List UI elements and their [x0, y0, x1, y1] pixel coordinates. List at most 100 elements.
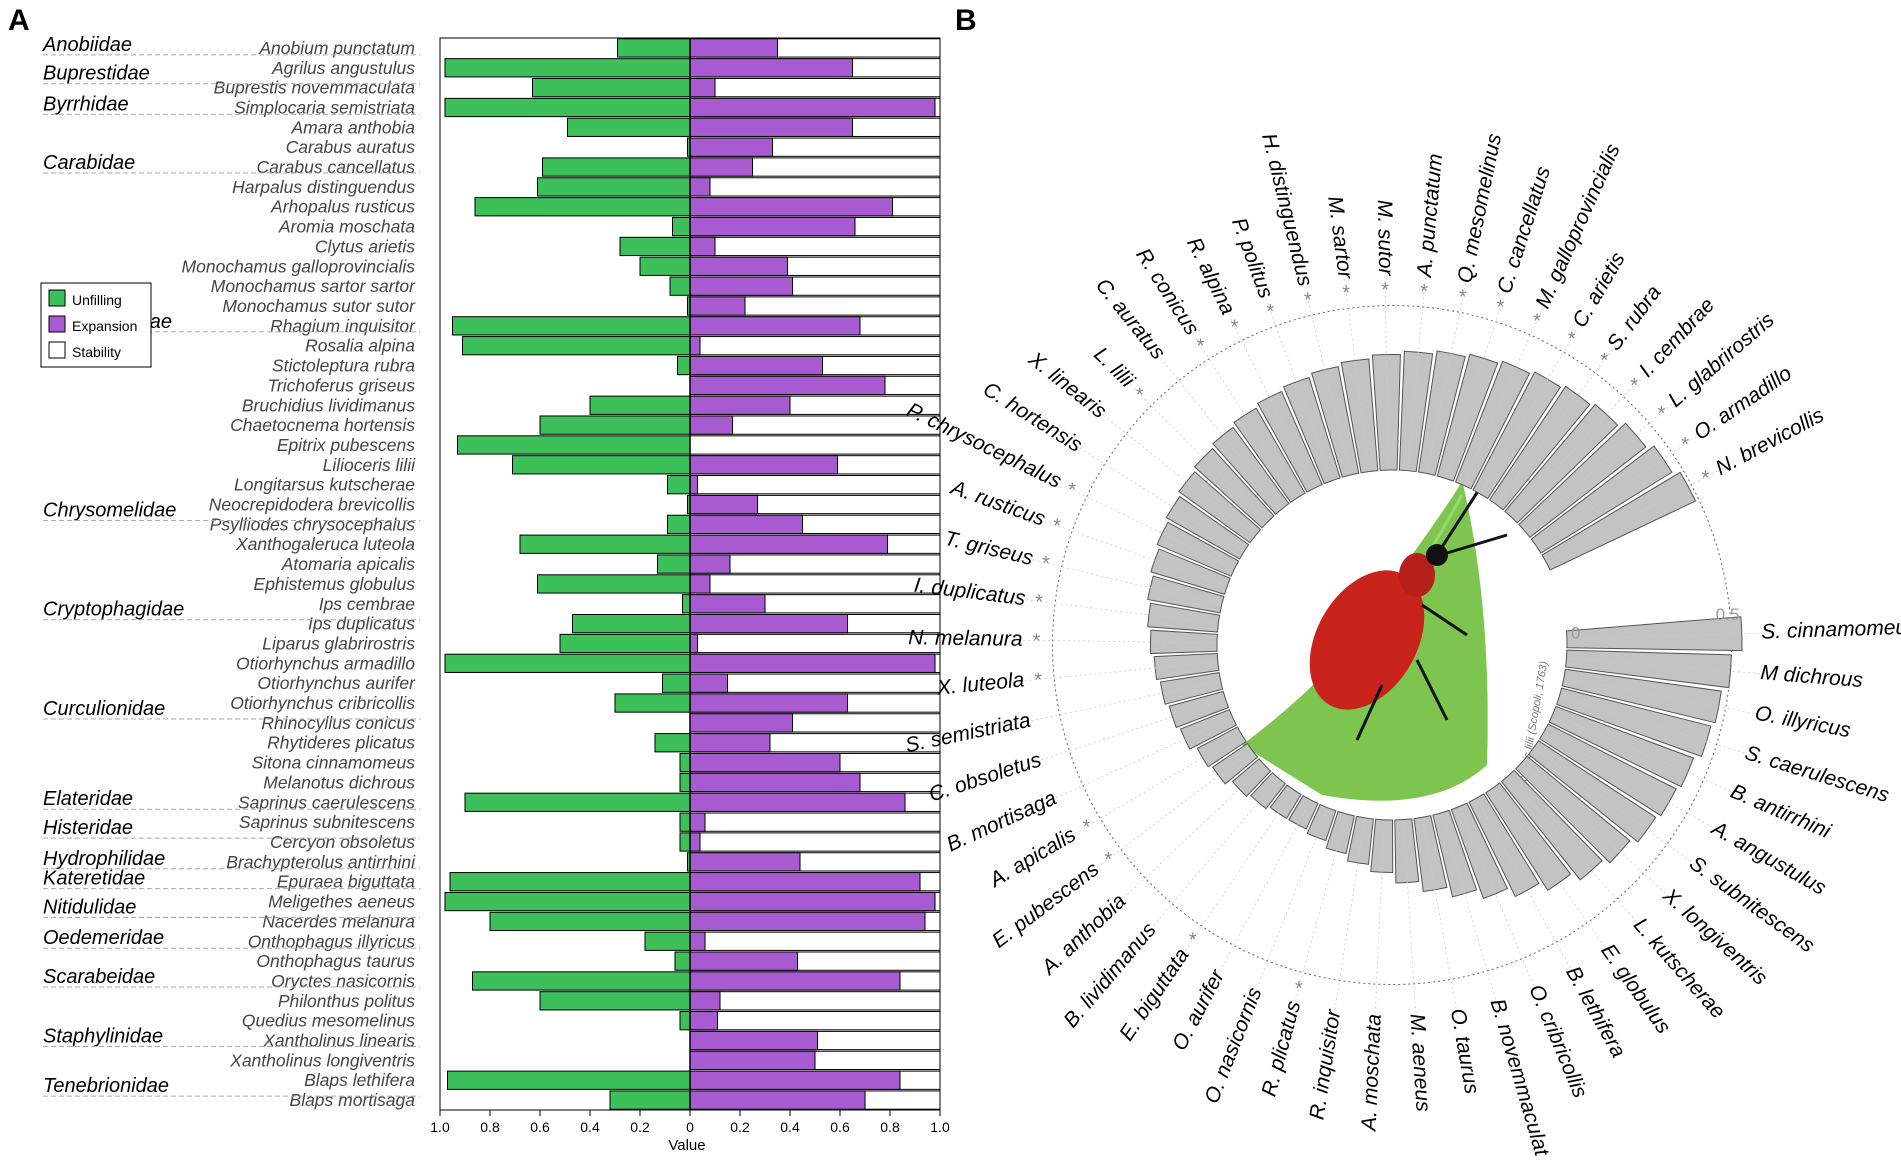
bar-stability — [689, 574, 941, 594]
radial-bar — [1398, 350, 1434, 473]
bar-unfilling — [444, 97, 691, 118]
bar-expansion — [689, 594, 766, 614]
bar-expansion — [689, 931, 706, 951]
species-label: Oryctes nasicornis — [271, 971, 415, 991]
bar-unfilling — [614, 693, 691, 713]
bar-expansion — [689, 355, 823, 376]
bar-stability — [689, 77, 941, 98]
radial-guide — [1525, 397, 1680, 530]
species-label: Clytus arietis — [315, 236, 415, 256]
bar-stability — [689, 832, 941, 852]
radial-species-label: P. politus — [1227, 215, 1277, 302]
radial-bar — [1539, 723, 1677, 817]
species-label: Monochamus sutor sutor — [222, 296, 416, 316]
bar-unfilling — [462, 336, 691, 356]
bar-expansion — [689, 693, 848, 713]
bar-expansion — [689, 1030, 818, 1051]
radial-species-label: A. punctatum — [1413, 153, 1447, 280]
panel-a-letter: A — [8, 4, 30, 37]
significance-star: * — [1533, 310, 1541, 332]
species-label: Quedius mesomelinus — [242, 1011, 415, 1031]
bar-unfilling — [539, 415, 691, 435]
bar-unfilling — [474, 197, 691, 217]
species-label: Ephistemus globulus — [254, 574, 416, 594]
bar-unfilling — [654, 733, 691, 753]
significance-star: * — [1295, 978, 1303, 1000]
legend-label-unfilling: Unfilling — [72, 292, 122, 308]
x-tick-label: 0.8 — [880, 1119, 900, 1135]
radial-species-label: A. rusticus — [946, 476, 1048, 531]
x-tick-label: 0.6 — [830, 1119, 850, 1135]
radial-species-label: X. luteola — [935, 668, 1025, 699]
x-axis-title: Value — [668, 1137, 705, 1154]
radial-species-label: M dichrous — [1760, 661, 1865, 692]
significance-star: * — [1042, 553, 1050, 575]
radial-guide — [1554, 714, 1741, 796]
species-label: Onthophagus taurus — [256, 951, 415, 971]
bar-stability — [689, 931, 941, 951]
radial-guide — [1459, 808, 1539, 996]
x-tick-label: 0.2 — [630, 1119, 650, 1135]
radial-guide — [1422, 819, 1459, 1019]
radial-bar — [1527, 740, 1657, 843]
bar-expansion — [689, 97, 936, 118]
species-label: Saprinus caerulescens — [238, 792, 415, 812]
radial-bar — [1488, 385, 1591, 511]
bar-expansion — [689, 574, 711, 594]
beetle-antenna — [1446, 533, 1508, 555]
species-label: Rhagium inquisitor — [270, 316, 416, 336]
family-label: Buprestidae — [43, 63, 150, 85]
bar-expansion — [689, 157, 753, 177]
radial-bar — [1211, 742, 1259, 785]
bar-stability — [689, 991, 941, 1011]
radial-bar — [1432, 809, 1478, 898]
family-label: Scarabeidae — [43, 966, 155, 988]
species-label: Onthophagus illyricus — [248, 931, 416, 951]
radial-bar — [1472, 371, 1562, 500]
bar-expansion — [689, 514, 803, 535]
radial-bar — [1417, 350, 1466, 476]
radial-species-label: O. taurus — [1446, 1007, 1484, 1097]
significance-star: * — [1035, 591, 1043, 613]
radial-guide — [1031, 699, 1224, 764]
significance-star: * — [1267, 301, 1275, 323]
radial-species-label: L. lilii — [1089, 343, 1139, 393]
radial-bar — [1165, 495, 1250, 560]
bar-unfilling — [669, 276, 691, 296]
species-label: Blaps mortisaga — [290, 1090, 416, 1110]
bar-unfilling — [572, 613, 691, 634]
beetle-body — [1309, 570, 1425, 710]
radial-bar — [1250, 771, 1286, 810]
radial-bar — [1346, 815, 1374, 865]
x-tick-label: 0.6 — [530, 1119, 550, 1135]
bar-expansion — [689, 1070, 901, 1090]
significance-star: * — [1053, 516, 1061, 538]
bar-expansion — [689, 951, 798, 971]
bar-unfilling — [662, 673, 691, 693]
radial-guide — [1261, 288, 1332, 479]
bar-expansion — [689, 852, 801, 872]
significance-star: * — [1231, 316, 1239, 338]
radial-bar — [1256, 390, 1323, 493]
radial-bar — [1196, 726, 1247, 768]
radial-guide — [1214, 801, 1310, 981]
bar-unfilling — [679, 752, 691, 773]
radial-bar — [1147, 575, 1225, 614]
radial-bar — [1394, 818, 1420, 884]
bar-expansion — [689, 613, 848, 634]
bar-unfilling — [539, 991, 691, 1011]
significance-star: * — [1034, 669, 1042, 691]
radial-bar — [1450, 802, 1509, 900]
bar-unfilling — [512, 455, 691, 475]
beetle-pronotum — [1399, 553, 1435, 597]
bar-expansion — [689, 177, 711, 197]
bar-unfilling — [679, 832, 691, 852]
x-tick-label: 0 — [686, 1119, 694, 1135]
radial-guide — [1374, 821, 1385, 1025]
bar-unfilling — [532, 77, 691, 98]
radial-guide — [1034, 517, 1226, 586]
bar-unfilling — [682, 594, 691, 614]
radial-guide — [1122, 377, 1267, 521]
species-label: Otiorhynchus aurifer — [257, 673, 416, 693]
bar-expansion — [689, 77, 716, 98]
